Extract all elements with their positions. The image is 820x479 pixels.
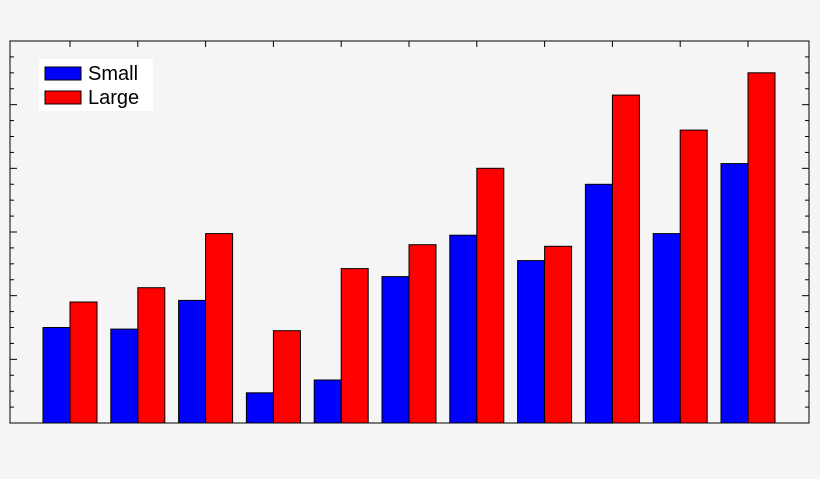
axis-ticks [10, 40, 809, 424]
bar-small-3 [178, 299, 207, 424]
bar-large-9 [611, 94, 640, 424]
bar-small-2 [110, 328, 139, 424]
bar-small-11 [720, 163, 749, 424]
bar-large-8 [544, 245, 573, 424]
bar-large-4 [272, 330, 301, 424]
bar-small-9 [584, 183, 613, 424]
plot-frame [9, 40, 810, 424]
bars-layer [42, 72, 776, 424]
legend-label-small: Small [88, 63, 138, 85]
bar-small-6 [381, 276, 410, 424]
bar-small-5 [313, 379, 342, 424]
bar-large-5 [340, 268, 369, 424]
bar-small-8 [517, 260, 546, 424]
bar-large-10 [679, 129, 708, 424]
bar-large-7 [476, 167, 505, 424]
bar-small-4 [245, 392, 274, 424]
bar-large-2 [137, 287, 166, 424]
bar-small-1 [42, 327, 71, 424]
bar-small-10 [652, 233, 681, 424]
bar-large-11 [747, 72, 776, 424]
bar-large-1 [69, 301, 98, 424]
bar-large-6 [408, 244, 437, 424]
legend-swatch-small [44, 66, 82, 81]
legend: Small Large [39, 59, 153, 111]
legend-swatch-large [44, 90, 82, 105]
bar-small-7 [449, 234, 478, 424]
bar-large-3 [205, 233, 234, 424]
legend-label-large: Large [88, 87, 139, 109]
